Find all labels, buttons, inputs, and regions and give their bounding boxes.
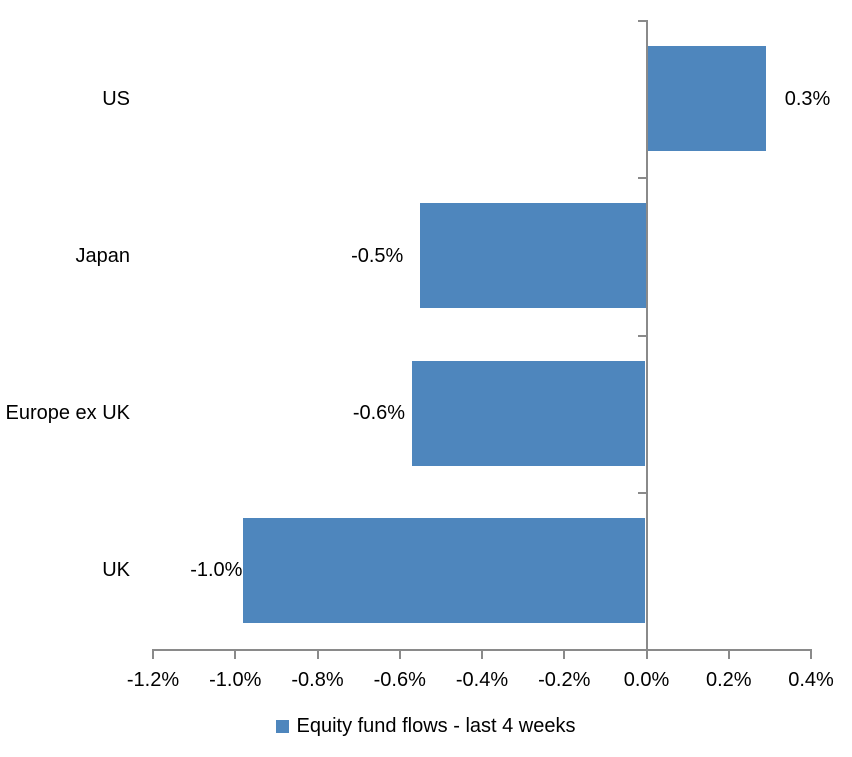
x-axis-tick — [152, 651, 154, 659]
bar-uk — [243, 517, 646, 623]
x-axis-tick — [234, 651, 237, 659]
x-axis-tick-label: -1.0% — [209, 669, 262, 691]
x-axis-tick — [645, 651, 648, 659]
x-axis-tick-label: -0.6% — [373, 669, 426, 691]
x-axis-tick — [398, 651, 401, 659]
x-axis-tick-label: 0.0% — [623, 669, 670, 691]
category-tick — [637, 177, 646, 180]
data-label-us: 0.3% — [784, 87, 831, 110]
legend: Equity fund flows - last 4 weeks — [0, 716, 852, 736]
legend-marker-icon — [276, 719, 290, 733]
x-axis-tick — [563, 651, 566, 659]
category-label-japan: Japan — [75, 244, 131, 267]
x-axis-tick — [810, 651, 812, 659]
category-label-europe-ex-uk: Europe ex UK — [5, 402, 130, 425]
x-axis-tick — [316, 651, 319, 659]
bar-us — [647, 46, 766, 152]
data-label-europe-ex-uk: -0.6% — [352, 402, 406, 425]
x-axis-tick-label: -1.2% — [126, 669, 180, 691]
x-axis-tick-label: -0.4% — [455, 669, 509, 691]
bar-europe-ex-uk — [412, 360, 646, 466]
category-tick — [637, 491, 646, 494]
x-axis-tick — [727, 651, 730, 659]
bar-japan — [420, 203, 646, 309]
x-axis-tick-label: 0.4% — [788, 669, 834, 691]
data-label-japan: -0.5% — [351, 244, 404, 267]
x-axis-tick-label: -0.2% — [538, 669, 591, 691]
category-axis-line — [152, 649, 812, 651]
category-tick — [637, 334, 646, 337]
x-axis-tick-label: -0.8% — [291, 669, 344, 691]
value-axis-line — [645, 20, 648, 651]
category-label-us: US — [102, 87, 130, 110]
category-tick — [637, 20, 646, 22]
x-axis-tick-label: 0.2% — [705, 669, 752, 691]
x-axis-tick — [481, 651, 483, 659]
data-label-uk: -1.0% — [190, 559, 243, 582]
legend-label: Equity fund flows - last 4 weeks — [296, 715, 576, 737]
category-label-uk: UK — [102, 559, 130, 582]
